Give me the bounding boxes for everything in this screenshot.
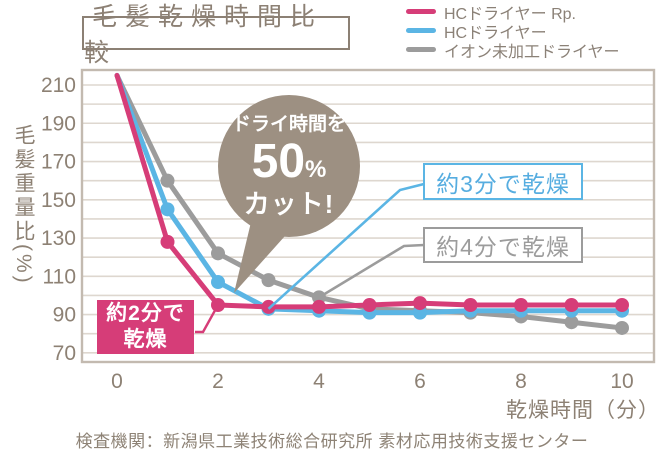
x-tick-label: 2 <box>212 370 224 393</box>
legend-swatch-pink <box>406 9 436 14</box>
data-point <box>615 320 629 335</box>
data-point <box>211 275 225 290</box>
legend-label: HCドライヤー Rp. <box>444 5 576 23</box>
source-note: 検査機関：新潟県工業技術総合研究所 素材応用技術支援センター <box>75 432 589 451</box>
data-point <box>160 202 175 217</box>
leader-line-pink <box>195 304 220 334</box>
y-tick-label: 130 <box>41 227 76 250</box>
data-point <box>564 315 579 330</box>
legend: HCドライヤー Rp. HCドライヤー イオン未加工ドライヤー <box>406 2 662 61</box>
x-tick-label: 6 <box>414 370 426 393</box>
leader-line-blue <box>267 182 425 310</box>
callout-bubble-tail <box>234 218 293 293</box>
annotation-3min-box: 約3分で乾燥 <box>423 163 583 200</box>
leader-line-gray <box>318 243 425 299</box>
x-tick-label: 8 <box>515 370 527 393</box>
data-point <box>564 297 579 312</box>
y-tick-label: 150 <box>41 189 76 212</box>
y-axis-title: 毛髪重量比(%) <box>12 124 35 286</box>
data-point <box>413 305 427 320</box>
annotation-4min-box: 約4分で乾燥 <box>423 227 583 263</box>
data-point <box>261 273 276 288</box>
y-tick-label: 90 <box>53 304 76 327</box>
callout-bubble <box>218 95 360 237</box>
data-point <box>413 296 427 311</box>
data-point <box>160 173 175 188</box>
data-point <box>514 297 528 312</box>
x-axis-title: 乾燥時間（分） <box>506 399 660 422</box>
data-point <box>362 297 377 312</box>
data-point <box>615 297 629 312</box>
legend-swatch-blue <box>406 28 436 33</box>
legend-item: HCドライヤー Rp. <box>406 2 662 23</box>
y-tick-label: 70 <box>53 342 76 365</box>
annotation-2min-box: 約2分で 乾燥 <box>97 300 194 354</box>
x-tick-label: 4 <box>313 370 325 393</box>
y-tick-label: 210 <box>41 74 76 97</box>
annotation-2min-line2: 乾燥 <box>123 328 168 351</box>
legend-swatch-gray <box>406 47 436 52</box>
chart-title: 毛髪乾燥時間比較 <box>82 3 350 67</box>
x-tick-label: 10 <box>610 370 633 393</box>
data-point <box>312 299 326 314</box>
legend-item: HCドライヤー <box>406 21 662 42</box>
legend-label: イオン未加工ドライヤー <box>444 43 620 61</box>
data-point <box>463 297 478 312</box>
data-point <box>261 299 276 314</box>
plot-border <box>80 68 656 364</box>
data-point <box>160 234 175 249</box>
y-tick-label: 190 <box>41 112 76 135</box>
legend-label: HCドライヤー <box>444 24 547 42</box>
x-tick-label: 0 <box>111 370 123 393</box>
y-tick-label: 110 <box>43 265 76 288</box>
y-tick-label: 170 <box>41 151 76 174</box>
data-point <box>211 246 225 261</box>
series-line <box>114 72 625 331</box>
annotation-2min-line1: 約2分で <box>106 301 185 325</box>
legend-item: イオン未加工ドライヤー <box>406 40 662 61</box>
